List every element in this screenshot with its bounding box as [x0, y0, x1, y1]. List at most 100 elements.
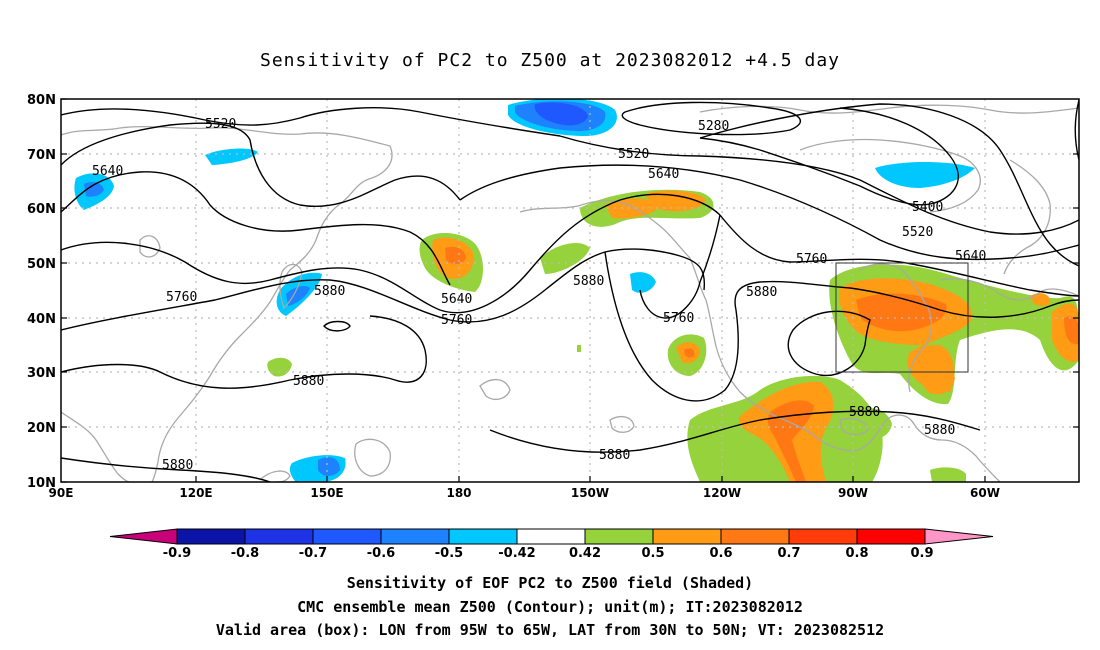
contour-label: 5640 [92, 164, 123, 179]
coastline [859, 263, 933, 393]
coastline [139, 235, 161, 258]
lat-label: 80N [27, 93, 56, 108]
colorbar-label: 0.6 [709, 546, 732, 561]
contour-label: 5880 [849, 405, 880, 420]
contour-5760-us [639, 214, 721, 319]
positive-shading-region [930, 467, 966, 482]
contour-label: 5280 [698, 119, 729, 134]
colorbar-boxes [109, 528, 994, 545]
latitude-labels: 80N 70N 60N 50N 40N 30N 20N 10N [27, 93, 56, 491]
coastline [479, 379, 511, 401]
contour-5880-pac [61, 457, 271, 482]
colorbar-box [856, 528, 926, 545]
negative-shading-region [318, 457, 340, 476]
contour-label: 5880 [293, 374, 324, 389]
contour-east-edge [1074, 99, 1079, 161]
contour-label: 5760 [166, 290, 197, 305]
colorbar-label: -0.6 [367, 546, 395, 561]
colorbar-box [720, 528, 790, 545]
contour-label: 5880 [924, 423, 955, 438]
lat-label: 10N [27, 476, 56, 491]
colorbar-label: -0.9 [163, 546, 191, 561]
contour-5760 [61, 193, 721, 314]
lon-label: 120W [703, 486, 741, 500]
colorbar-label: 0.42 [569, 546, 601, 561]
positive-shading-region [856, 293, 947, 332]
positive-shading-region [267, 357, 292, 377]
colorbar-label: -0.42 [498, 546, 535, 561]
contour-5880-high [849, 287, 1079, 318]
lon-label: 150W [571, 486, 609, 500]
contour-label: 5640 [955, 249, 986, 264]
contour-5880-gulf [489, 410, 981, 453]
colorbar-label: 0.9 [910, 546, 933, 561]
contour-5520-west [61, 122, 461, 207]
coastline [61, 411, 131, 482]
colorbar-box [652, 528, 722, 545]
colorbar-box [380, 528, 450, 545]
colorbar-labels: -0.9 -0.8 -0.7 -0.6 -0.5 -0.42 0.42 0.5 … [163, 546, 934, 561]
contour-5880-south [61, 315, 427, 389]
colorbar-end-low [109, 528, 178, 545]
colorbar-label: 0.7 [777, 546, 800, 561]
contour-label: 5880 [746, 285, 777, 300]
colorbar-box [176, 528, 246, 545]
caption-line-3: Valid area (box): LON from 95W to 65W, L… [215, 621, 885, 639]
contour-5880-main [61, 248, 706, 331]
contour-label: 5880 [573, 274, 604, 289]
colorbar-label: -0.5 [435, 546, 463, 561]
contour-label: 5760 [796, 252, 827, 267]
caption-line-1: Sensitivity of EOF PC2 to Z500 field (Sh… [346, 574, 754, 592]
colorbar-box [516, 528, 586, 545]
lat-label: 40N [27, 312, 56, 327]
coastline [699, 104, 1079, 114]
contour-label: 5520 [205, 117, 236, 132]
coastline [839, 417, 869, 436]
negative-shading-region [286, 286, 310, 306]
coastline [61, 125, 391, 147]
colorbar-end-high [924, 528, 994, 545]
positive-shading-region [1030, 293, 1051, 306]
contour-5520-main [559, 135, 1079, 235]
coastline [279, 263, 303, 310]
lon-label: 60W [970, 486, 1000, 500]
contour-5880-low [787, 310, 871, 377]
valid-area-box [835, 262, 969, 373]
contour-label: 5760 [663, 311, 694, 326]
contour-5640-west [61, 171, 451, 286]
lat-label: 50N [27, 257, 56, 272]
coastline [151, 145, 393, 482]
contour-5520-arc [699, 103, 1079, 267]
chart-title: Sensitivity of PC2 to Z500 at 2023082012… [259, 50, 840, 71]
contour-5280 [621, 101, 802, 136]
lat-label: 60N [27, 202, 56, 217]
coastline [799, 138, 981, 213]
colorbar-label: 0.8 [845, 546, 868, 561]
contour-small-closed [323, 320, 351, 332]
contour-label: 5520 [618, 147, 649, 162]
positive-shading-region [910, 351, 955, 395]
lon-label: 180 [446, 486, 471, 500]
positive-shading-region [540, 243, 590, 274]
contour-5640-east [459, 164, 1079, 261]
positive-shading-region [1064, 316, 1079, 345]
contour-label: 5880 [162, 458, 193, 473]
coastline [354, 438, 391, 477]
coastline [609, 415, 635, 433]
colorbar-box [244, 528, 314, 545]
negative-shading-region [534, 102, 588, 126]
lon-label: 150E [310, 486, 343, 500]
lon-label: 90E [49, 486, 74, 500]
contour-label: 5640 [441, 292, 472, 307]
contour-label: 5520 [902, 225, 933, 240]
negative-shading-region [630, 272, 656, 293]
contour-labels: 5520 5640 5280 5520 5640 5400 5520 5640 … [92, 117, 986, 473]
coastline [939, 278, 1079, 301]
contour-5880-trough [604, 251, 851, 402]
coastline [519, 199, 691, 259]
gridlines [61, 99, 1079, 482]
negative-shading-region [875, 162, 975, 188]
colorbar-box [788, 528, 858, 545]
lat-label: 30N [27, 366, 56, 381]
